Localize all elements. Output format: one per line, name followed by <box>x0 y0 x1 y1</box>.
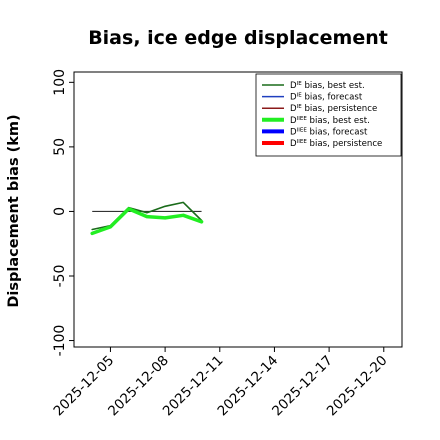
y-tick-label: -100 <box>52 325 68 357</box>
legend-entry: DIIEE bias, best est. <box>290 116 370 126</box>
series-line-2 <box>90 207 204 236</box>
legend-entry: DIE bias, forecast <box>290 93 363 103</box>
y-tick-label: -50 <box>52 265 68 288</box>
y-tick-label: 50 <box>52 138 68 156</box>
y-tick-label: 100 <box>52 69 68 96</box>
legend: DIE bias, best est. DIE bias, forecastDIE… <box>255 73 402 157</box>
legend-entry: DIE bias, best est. <box>290 81 365 91</box>
y-tick-label: 0 <box>52 207 68 216</box>
chart-title: Bias, ice edge displacement <box>88 27 388 49</box>
legend-entry: DIIEE bias, forecast <box>290 127 368 137</box>
y-axis-label: Displacement bias (km) <box>6 114 22 307</box>
legend-entry: DIE bias, persistence <box>290 104 377 114</box>
legend-box <box>255 73 402 157</box>
legend-entry: DIIEE bias, persistence <box>290 139 382 149</box>
